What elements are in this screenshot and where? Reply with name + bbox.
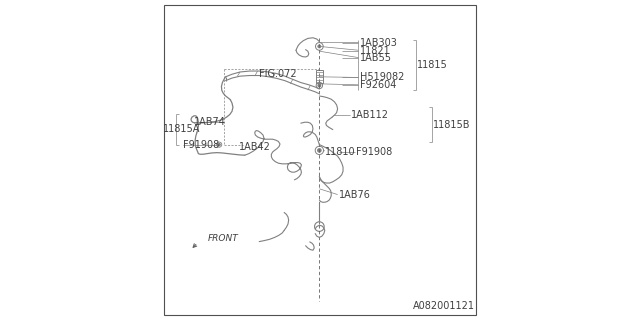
Text: 11815B: 11815B — [433, 120, 470, 130]
Bar — [316, 70, 323, 83]
Text: 11815: 11815 — [417, 60, 448, 70]
Text: 1AB55: 1AB55 — [360, 53, 392, 63]
Circle shape — [317, 45, 321, 48]
Text: 1AB74: 1AB74 — [195, 117, 226, 127]
Circle shape — [218, 144, 220, 146]
Text: H519082: H519082 — [360, 72, 404, 83]
Circle shape — [317, 149, 321, 152]
Circle shape — [318, 84, 321, 87]
Text: 1AB112: 1AB112 — [351, 110, 389, 120]
Text: 11810: 11810 — [325, 147, 356, 157]
Text: F92604: F92604 — [360, 80, 396, 90]
Text: 1AB76: 1AB76 — [339, 190, 371, 200]
Text: 11815A: 11815A — [163, 124, 200, 134]
Text: 1AB303: 1AB303 — [360, 38, 398, 48]
Text: F91908: F91908 — [356, 147, 392, 157]
Text: 1AB42: 1AB42 — [239, 142, 271, 152]
Text: FRONT: FRONT — [207, 234, 238, 243]
Text: FIG.072: FIG.072 — [259, 68, 297, 79]
Text: A082001121: A082001121 — [413, 301, 475, 311]
Text: 11821: 11821 — [360, 46, 391, 56]
Text: F91908: F91908 — [184, 140, 220, 150]
